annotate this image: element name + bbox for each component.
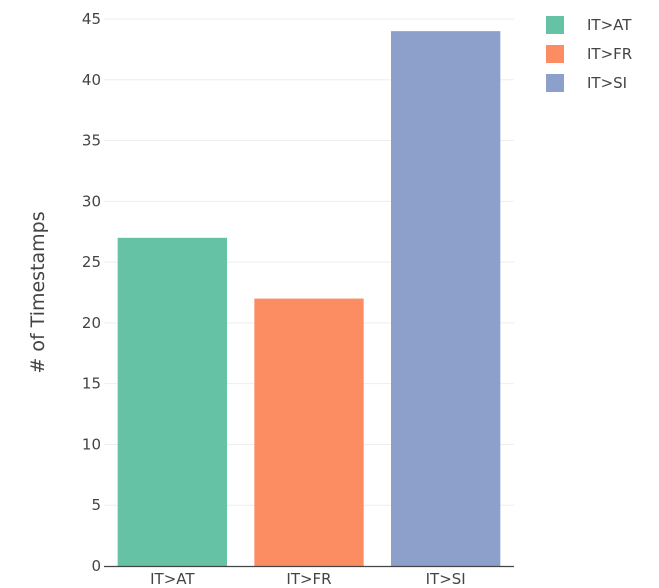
y-tick-label: 10 [82,435,101,453]
x-tick-label: IT>AT [150,570,195,588]
y-tick-label: 45 [82,10,101,28]
y-tick-label: 5 [91,496,101,514]
y-tick-label: 40 [82,71,101,89]
y-tick-label: 25 [82,253,101,271]
bar-2[interactable] [254,298,364,566]
y-tick-label: 30 [82,192,101,210]
y-tick-label: 20 [82,314,101,332]
legend: IT>AT IT>FR IT>SI [546,16,632,92]
legend-label[interactable]: IT>SI [587,74,627,92]
bars [117,31,501,567]
x-tick-label: IT>FR [286,570,331,588]
legend-label[interactable]: IT>FR [587,45,632,63]
bar-1[interactable] [117,237,227,567]
legend-swatch[interactable] [546,74,564,92]
y-tick-label: 0 [91,557,101,575]
x-tick-label: IT>SI [426,570,466,588]
legend-swatch[interactable] [546,16,564,34]
y-tick-labels: 0 5 10 15 20 25 30 35 40 45 [82,10,101,575]
legend-label[interactable]: IT>AT [587,16,632,34]
y-axis-label: # of Timestamps [27,211,49,373]
x-tick-labels: IT>AT IT>FR IT>SI [150,570,466,588]
y-tick-label: 15 [82,375,101,393]
legend-swatch[interactable] [546,45,564,63]
bar-3[interactable] [391,31,501,566]
y-tick-label: 35 [82,132,101,150]
